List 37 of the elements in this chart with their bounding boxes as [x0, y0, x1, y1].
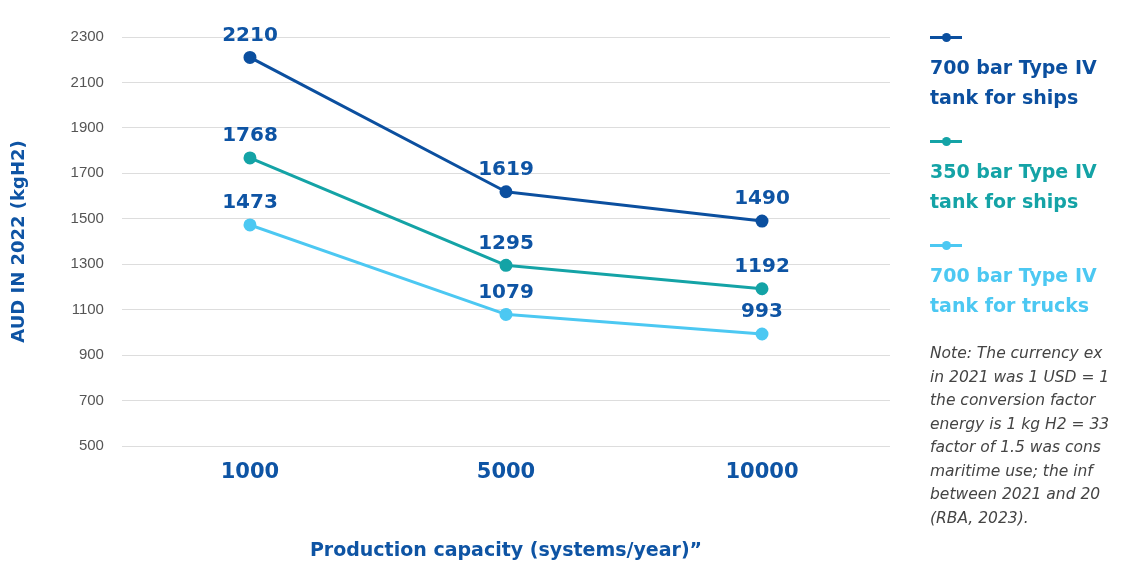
data-label: 1490	[734, 185, 790, 210]
point	[243, 50, 257, 64]
data-label: 1295	[478, 229, 534, 254]
data-label: 2210	[222, 21, 278, 46]
data-label: 1768	[222, 122, 278, 147]
point	[243, 218, 257, 232]
data-label: 1192	[734, 252, 790, 277]
y-tick-label: 2300	[70, 27, 104, 45]
point	[755, 282, 769, 296]
y-tick-label: 1700	[70, 163, 104, 181]
data-label: 993	[741, 298, 783, 323]
x-tick-label: 10000	[725, 459, 799, 484]
text: Note: The currency ex in 2021 was 1 USD = 1 the conversion factor energy is 1 kg H2 = 33 factor of 1.5 was cons maritime use; the inf between 2021 and 20 (RBA, 2023).	[930, 343, 1111, 529]
point	[499, 307, 513, 321]
x-tick-label: 5000	[476, 459, 536, 484]
x-axis-title: Production capacity (systems/year)”	[309, 537, 703, 560]
point	[755, 214, 769, 228]
point	[499, 185, 513, 199]
point	[243, 151, 257, 165]
legend-label: 700 bar Type IV tank for trucks	[930, 263, 1098, 318]
data-label: 1619	[478, 155, 534, 180]
y-axis-title: AUD IN 2022 (kgH2)	[7, 140, 29, 343]
data-label: 1473	[222, 189, 278, 214]
y-tick-label: 700	[78, 390, 104, 408]
y-tick-label: 2100	[70, 72, 104, 90]
legend-label: 700 bar Type IV tank for ships	[930, 55, 1098, 110]
y-tick-label: 1500	[70, 208, 104, 226]
y-tick-label: 1100	[71, 299, 104, 317]
y-tick-label: 1900	[70, 118, 104, 136]
y-tick-label: 500	[78, 436, 104, 454]
x-tick-label: 1000	[220, 459, 280, 484]
data-label: 1079	[478, 278, 534, 303]
point	[755, 327, 769, 341]
legend-label: 350 bar Type IV tank for ships	[930, 159, 1098, 214]
point	[499, 258, 513, 272]
y-tick-label: 1300	[70, 254, 104, 272]
y-tick-label: 900	[78, 345, 104, 363]
